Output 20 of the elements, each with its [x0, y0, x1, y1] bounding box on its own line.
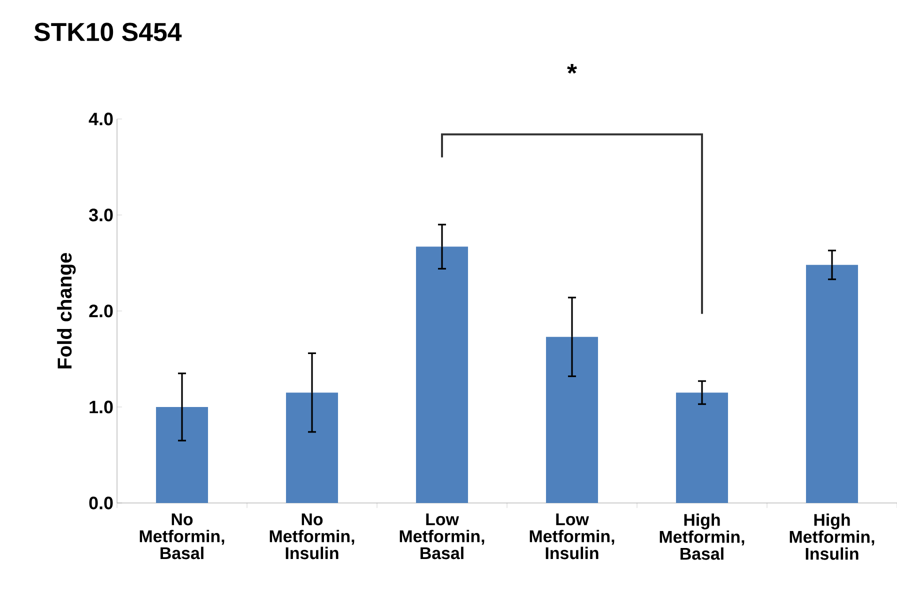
y-tick-label: 3.0	[88, 208, 113, 222]
x-tick-label: Low Metformin, Basal	[400, 514, 484, 560]
bar	[806, 264, 858, 503]
x-tick-label: No Metformin, Insulin	[270, 514, 354, 560]
x-tick-label: High Metformin, Basal	[660, 514, 744, 560]
y-tick-label: 0.0	[89, 496, 113, 510]
bar	[416, 246, 468, 503]
y-axis-title: Fold change	[57, 252, 76, 368]
bar	[286, 392, 338, 503]
y-tick-label: 1.0	[90, 400, 113, 414]
x-tick-label: Low Metformin, Insulin	[530, 514, 614, 560]
bar	[156, 406, 208, 503]
y-tick-label: 2.0	[89, 304, 113, 318]
bar	[676, 392, 728, 503]
x-tick-label: High Metformin, Insulin	[790, 514, 874, 560]
y-tick-label: 4.0	[88, 112, 113, 126]
text: *	[567, 64, 578, 74]
x-tick-label: No Metformin, Basal	[140, 514, 224, 560]
bar	[546, 336, 598, 503]
chart-title: STK10 S454	[34, 22, 182, 42]
